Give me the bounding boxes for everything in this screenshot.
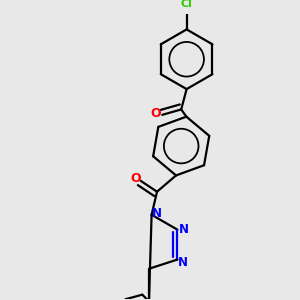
Text: O: O [151,107,161,120]
Text: N: N [179,223,189,236]
Text: Cl: Cl [181,0,193,9]
Text: O: O [130,172,141,184]
Text: N: N [178,256,188,269]
Text: N: N [152,207,162,220]
